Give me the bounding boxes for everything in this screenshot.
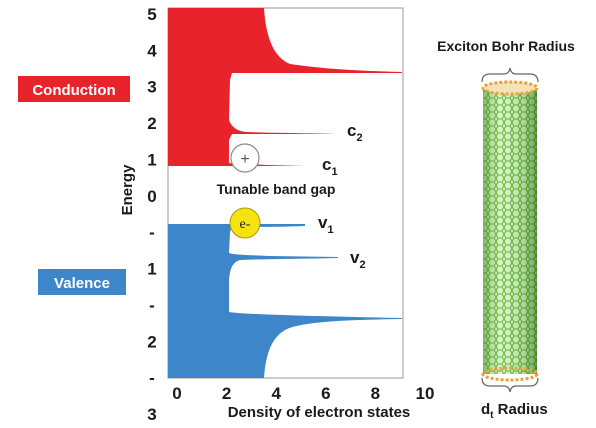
nanotube-illustration	[481, 80, 539, 382]
y-tick-label: 1	[147, 260, 156, 279]
y-tick-label: -	[149, 223, 155, 242]
y-tick-label: 1	[147, 150, 156, 169]
y-tick-label: 3	[147, 78, 156, 97]
conduction-label-box	[18, 76, 130, 102]
c1-label: c1	[322, 155, 338, 178]
y-tick-label: 2	[147, 114, 156, 133]
electron-symbol: e-	[240, 217, 251, 232]
bottom-brace	[481, 377, 539, 393]
nanotube-radius-label: dt Radius	[481, 401, 548, 421]
hole-symbol: +	[240, 151, 249, 168]
y-tick-label: 5	[147, 5, 156, 24]
y-tick-label: -	[149, 369, 155, 388]
y-tick-label: 0	[147, 187, 156, 206]
y-tick-label: 2	[147, 332, 156, 351]
conduction-label: Conduction	[32, 82, 115, 99]
x-axis-label: Density of electron states	[228, 404, 411, 421]
x-tick-label: 8	[371, 384, 380, 403]
nanotube-top-rim	[481, 80, 539, 96]
x-tick-label: 2	[222, 384, 231, 403]
valence-label-box	[38, 269, 126, 295]
x-tick-label: 6	[321, 384, 330, 403]
v2-label: v2	[350, 248, 366, 271]
top-brace	[481, 67, 539, 83]
y-axis-label: Energy	[119, 164, 136, 216]
valence-label: Valence	[54, 275, 110, 292]
v1-label: v1	[318, 213, 334, 236]
nanotube-bottom-rim	[481, 366, 539, 382]
y-tick-label: 4	[147, 41, 157, 60]
electron-circle	[229, 207, 261, 239]
conduction-band-area	[168, 8, 402, 166]
x-tick-label: 0	[172, 384, 181, 403]
band-gap-label: Tunable band gap	[217, 181, 336, 197]
x-tick-label: 10	[416, 384, 435, 403]
nanotube-title: Exciton Bohr Radius	[437, 38, 575, 54]
valence-band-area	[168, 224, 402, 378]
y-tick-label: -	[149, 296, 155, 315]
y-tick-label: 3	[147, 405, 156, 424]
x-axis-ticks: 0 2 4 6 8 10	[172, 384, 434, 403]
hole-circle	[230, 143, 260, 173]
x-tick-label: 4	[271, 384, 281, 403]
y-axis-ticks: 5 4 3 2 1 0 - 1 - 2 - 3	[147, 5, 157, 424]
c2-label: c2	[347, 121, 363, 144]
